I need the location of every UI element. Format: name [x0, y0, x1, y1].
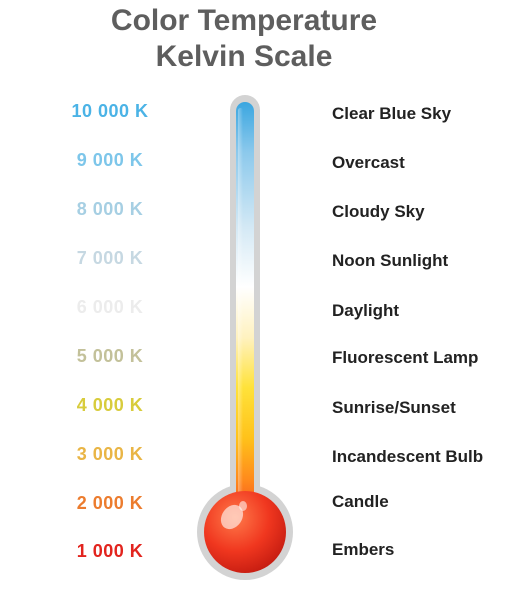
page-subtitle: Kelvin Scale — [155, 40, 333, 73]
light-source-label: Overcast — [332, 153, 405, 172]
tube-highlight — [238, 108, 243, 508]
kelvin-label: 3 000 K — [76, 444, 144, 464]
light-source-label: Incandescent Bulb — [332, 447, 484, 466]
light-source-label: Candle — [332, 492, 389, 511]
light-source-label: Embers — [332, 540, 395, 559]
light-source-label: Noon Sunlight — [332, 251, 449, 270]
kelvin-label: 2 000 K — [76, 493, 144, 513]
light-source-label: Cloudy Sky — [332, 202, 425, 221]
light-source-label: Sunrise/Sunset — [332, 398, 456, 417]
kelvin-label: 4 000 K — [76, 395, 144, 415]
bulb-highlight — [220, 504, 244, 530]
page-title: Color Temperature — [110, 4, 378, 37]
light-source-label: Daylight — [332, 301, 400, 320]
thermometer-graphic — [197, 95, 293, 580]
kelvin-label: 7 000 K — [76, 248, 144, 268]
bulb-highlight-small — [239, 501, 247, 511]
kelvin-label: 9 000 K — [76, 150, 144, 170]
kelvin-label: 6 000 K — [76, 297, 144, 317]
kelvin-label: 1 000 K — [76, 541, 144, 561]
kelvin-label: 5 000 K — [76, 346, 144, 366]
light-source-label: Clear Blue Sky — [332, 104, 452, 123]
light-source-label: Fluorescent Lamp — [332, 348, 479, 367]
kelvin-label: 10 000 K — [71, 101, 149, 121]
kelvin-label: 8 000 K — [76, 199, 144, 219]
